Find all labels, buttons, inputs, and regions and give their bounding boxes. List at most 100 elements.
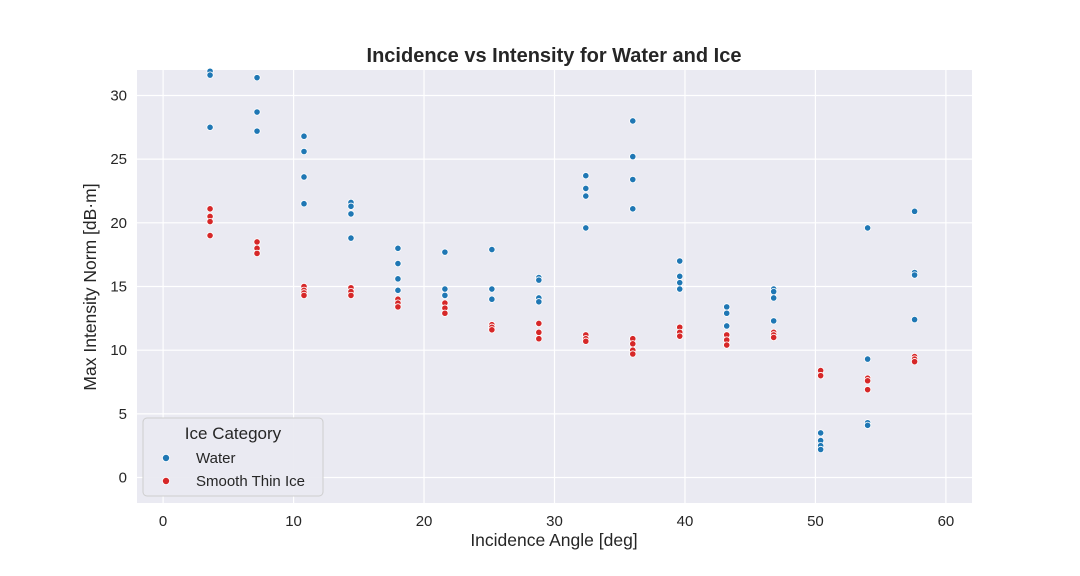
point-water [253,108,261,116]
point-smooth-thin-ice [864,377,872,385]
point-water [441,291,449,300]
y-tick-label: 20 [110,215,127,232]
point-smooth-thin-ice [206,231,214,240]
point-water [394,244,402,252]
point-water [347,202,355,210]
x-tick-label: 30 [546,513,563,530]
point-smooth-thin-ice [629,350,637,358]
y-tick-label: 5 [119,406,127,423]
y-tick-label: 25 [110,151,127,168]
point-water [864,224,872,232]
x-tick-label: 60 [938,513,955,530]
point-water [723,309,731,317]
point-water [347,210,355,218]
point-water [206,123,214,131]
point-smooth-thin-ice [535,328,543,336]
point-water [300,200,308,208]
point-water [206,71,214,79]
legend-label-water: Water [196,450,235,467]
point-water [629,175,637,184]
point-water [253,74,261,82]
point-smooth-thin-ice [253,238,261,246]
point-smooth-thin-ice [206,205,214,213]
point-smooth-thin-ice [441,309,449,317]
point-water [300,147,308,156]
point-smooth-thin-ice [535,335,543,343]
chart-title: Incidence vs Intensity for Water and Ice [367,45,742,67]
point-smooth-thin-ice [770,333,778,342]
point-water [394,286,402,294]
point-water [629,205,637,213]
x-tick-label: 10 [285,513,302,530]
point-smooth-thin-ice [347,291,355,300]
point-smooth-thin-ice [910,358,919,366]
point-water [441,248,449,256]
point-water [488,285,496,293]
point-water [864,355,872,363]
point-water [582,192,590,200]
point-water [488,295,496,303]
point-smooth-thin-ice [582,337,590,345]
point-smooth-thin-ice [253,249,261,257]
point-water [488,245,496,254]
point-water [910,271,919,279]
y-axis-label: Max Intensity Norm [dB·m] [80,183,100,390]
point-water [910,207,919,215]
y-tick-label: 10 [110,342,127,359]
point-water [441,285,449,293]
point-smooth-thin-ice [723,341,731,349]
point-water [817,445,825,454]
point-water [723,322,731,330]
point-water [723,303,731,311]
point-water [394,275,402,283]
point-smooth-thin-ice [206,217,214,226]
y-tick-label: 0 [119,470,127,487]
point-water [629,117,637,125]
point-water [676,279,684,287]
point-water [770,294,778,302]
point-smooth-thin-ice [394,303,402,311]
x-tick-label: 20 [416,513,433,530]
legend-marker-water [161,453,170,462]
y-tick-label: 30 [110,87,127,104]
point-water [582,184,590,193]
tick-labels: 0 10 20 30 40 50 60 0 5 10 15 20 25 30 [110,87,954,530]
point-smooth-thin-ice [676,332,684,340]
point-smooth-thin-ice [629,340,637,348]
x-tick-label: 0 [159,513,167,530]
legend-marker-smooth-thin-ice [161,476,170,485]
point-water [864,421,872,429]
x-tick-label: 50 [807,513,824,530]
point-water [629,153,637,161]
point-water [300,132,308,140]
point-water [676,272,684,280]
point-water [394,259,402,268]
point-water [582,224,590,232]
x-tick-label: 40 [677,513,694,530]
point-water [676,285,684,293]
point-smooth-thin-ice [535,319,543,328]
x-axis-label: Incidence Angle [deg] [470,530,637,550]
point-water [347,234,355,242]
point-smooth-thin-ice [300,291,308,300]
point-smooth-thin-ice [864,386,872,394]
y-tick-label: 15 [110,279,127,296]
legend-title: Ice Category [185,424,282,443]
point-smooth-thin-ice [488,326,496,334]
point-water [770,317,778,325]
point-water [300,173,308,181]
point-water [910,316,919,324]
legend-box [142,417,324,497]
point-water [582,172,590,180]
point-water [535,276,543,284]
point-water [770,287,778,296]
legend-label-smooth-thin-ice: Smooth Thin Ice [196,473,305,490]
point-water [253,127,261,135]
point-water [535,298,543,306]
point-water [817,429,825,437]
point-water [676,257,684,265]
point-smooth-thin-ice [817,372,825,380]
data-points [206,67,919,454]
legend: Ice Category Water Smooth Thin Ice [142,417,324,497]
